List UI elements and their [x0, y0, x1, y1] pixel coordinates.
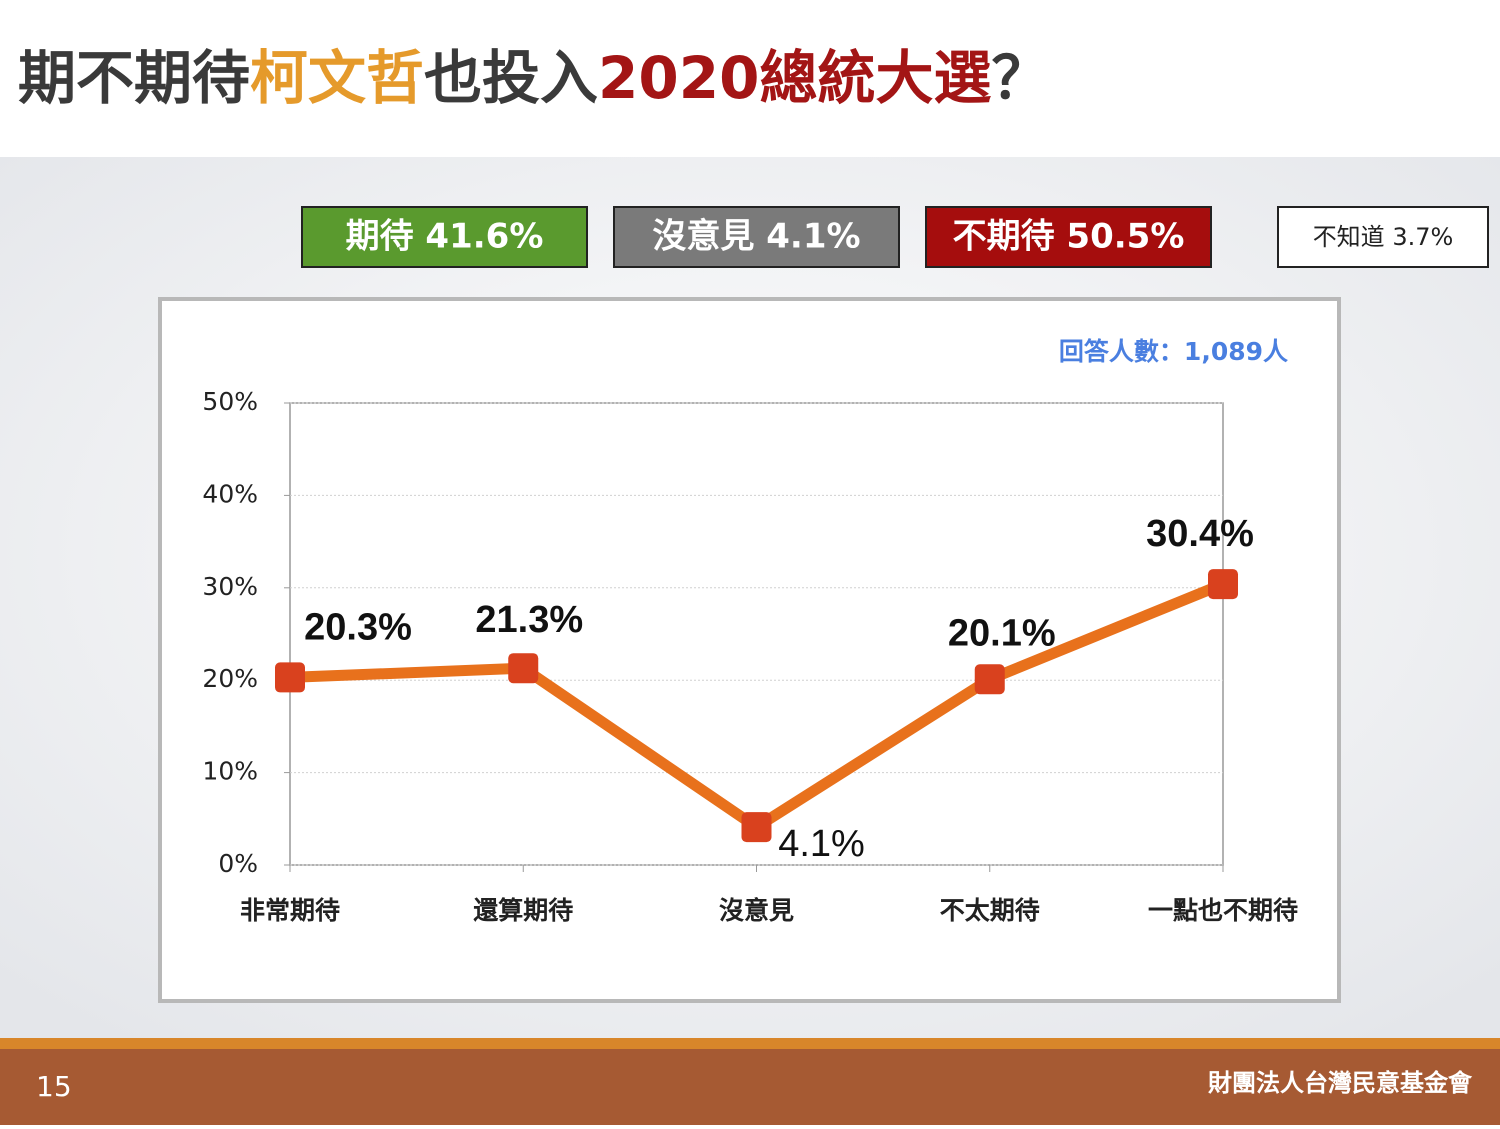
marker	[1208, 569, 1238, 600]
chart-frame	[158, 297, 1341, 1003]
marker	[974, 664, 1005, 695]
y-tick-label: 0%	[218, 849, 258, 878]
y-tick-label: 40%	[202, 479, 258, 508]
summary-label: 不期待 50.5%	[953, 217, 1185, 257]
y-tick-label: 30%	[202, 572, 258, 601]
data-label: 21.3%	[475, 599, 583, 641]
summary-box	[925, 206, 1212, 268]
title-part: 期不期待	[18, 44, 250, 112]
y-tick-label: 20%	[202, 664, 258, 693]
title-part: 也投入	[424, 44, 598, 112]
title-part: 柯文哲	[250, 44, 424, 112]
x-tick-label: 非常期待	[240, 896, 340, 925]
organization: 財團法人台灣民意基金會	[1208, 1069, 1473, 1097]
marker	[741, 812, 772, 843]
summary-label: 不知道 3.7%	[1313, 223, 1454, 251]
summary-label: 沒意見 4.1%	[652, 217, 860, 257]
footer-bar	[0, 1049, 1500, 1125]
summary-box	[1277, 206, 1489, 268]
x-tick-label: 一點也不期待	[1148, 896, 1298, 925]
y-tick-label: 50%	[202, 387, 258, 416]
title: 期不期待柯文哲也投入2020總統大選？	[18, 44, 1050, 112]
data-label: 20.1%	[948, 612, 1056, 654]
y-tick-label: 10%	[202, 757, 258, 786]
data-label: 4.1%	[778, 823, 865, 865]
summary-box	[613, 206, 900, 268]
footer-stripe	[0, 1038, 1500, 1049]
x-tick-label: 不太期待	[940, 896, 1040, 925]
data-label: 20.3%	[304, 606, 412, 648]
summary-label: 期待 41.6%	[346, 217, 544, 257]
page-number: 15	[36, 1070, 72, 1103]
marker	[275, 662, 305, 693]
respondents-note: 回答人數：1,089人	[1059, 337, 1288, 366]
x-tick-label: 還算期待	[473, 896, 573, 925]
marker	[508, 653, 539, 684]
title-part: ？	[991, 44, 1049, 112]
data-label: 30.4%	[1146, 513, 1254, 555]
summary-box	[301, 206, 588, 268]
x-tick-label: 沒意見	[719, 896, 794, 925]
title-part: 2020總統大選	[598, 44, 991, 112]
